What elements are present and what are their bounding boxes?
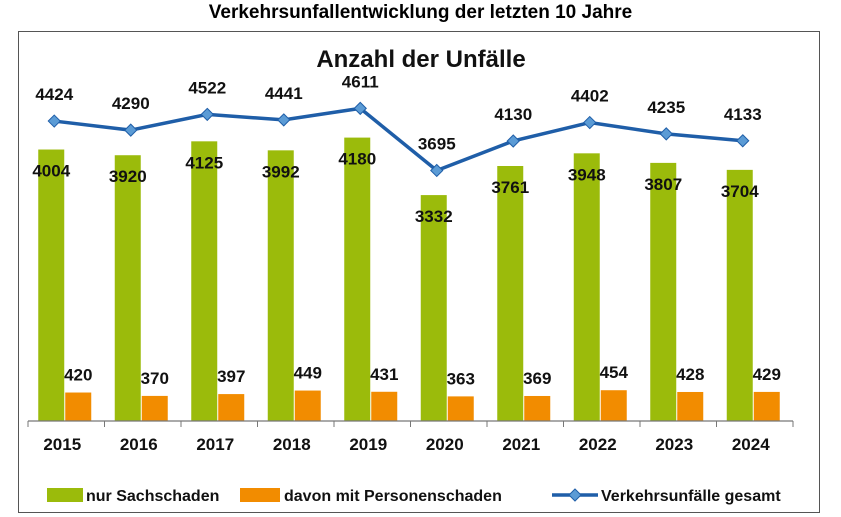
label-personenschaden-2016: 370 xyxy=(141,369,169,388)
marker-gesamt-2024 xyxy=(736,134,750,148)
marker-gesamt-2022 xyxy=(583,115,597,130)
label-gesamt-2017: 4522 xyxy=(188,78,226,97)
x-tick-label-2023: 2023 xyxy=(655,435,693,454)
label-gesamt-2024: 4133 xyxy=(724,105,762,124)
label-gesamt-2016: 4290 xyxy=(112,94,150,113)
bar-sachschaden-2022 xyxy=(573,153,600,421)
line-verkehrsunfaelle-gesamt xyxy=(54,106,743,173)
bar-personenschaden-2017 xyxy=(218,394,245,421)
legend-label-personenschaden: davon mit Personenschaden xyxy=(284,488,502,505)
label-gesamt-2020: 3695 xyxy=(418,134,456,153)
bar-sachschaden-2024 xyxy=(726,169,753,421)
bar-personenschaden-2016 xyxy=(141,395,168,421)
label-sachschaden-2016: 3920 xyxy=(109,167,147,186)
marker-gesamt-2017 xyxy=(200,107,214,122)
chart-title: Anzahl der Unfälle xyxy=(316,46,525,73)
label-sachschaden-2022: 3948 xyxy=(568,165,606,184)
marker-gesamt-2020 xyxy=(430,163,444,178)
x-tick-label-2020: 2020 xyxy=(426,435,464,454)
page-title: Verkehrsunfallentwicklung der letzten 10… xyxy=(208,2,633,23)
label-gesamt-2019: 4611 xyxy=(342,72,379,91)
label-personenschaden-2018: 449 xyxy=(294,364,322,383)
label-sachschaden-2021: 3761 xyxy=(491,178,529,197)
legend-label-gesamt: Verkehrsunfälle gesamt xyxy=(601,488,781,505)
x-tick-label-2015: 2015 xyxy=(43,435,81,454)
x-tick-label-2016: 2016 xyxy=(120,435,158,454)
label-sachschaden-2015: 4004 xyxy=(32,162,70,181)
legend-swatch-sachschaden xyxy=(47,488,83,502)
chart-frame xyxy=(18,31,820,513)
bar-sachschaden-2023 xyxy=(650,162,677,421)
label-personenschaden-2023: 428 xyxy=(676,365,704,384)
legend-swatch-personenschaden xyxy=(240,488,280,502)
bar-sachschaden-2019 xyxy=(344,137,371,421)
label-gesamt-2018: 4441 xyxy=(265,84,303,103)
bar-sachschaden-2015 xyxy=(38,149,65,421)
bar-personenschaden-2015 xyxy=(65,392,92,421)
label-gesamt-2022: 4402 xyxy=(571,87,609,106)
x-tick-label-2018: 2018 xyxy=(273,435,311,454)
legend-label-sachschaden: nur Sachschaden xyxy=(86,488,219,505)
label-gesamt-2021: 4130 xyxy=(494,105,532,124)
bar-personenschaden-2021 xyxy=(524,395,551,421)
marker-gesamt-2023 xyxy=(659,127,673,141)
legend-marker-gesamt xyxy=(568,488,582,502)
label-sachschaden-2017: 4125 xyxy=(185,153,223,172)
bar-personenschaden-2020 xyxy=(447,396,474,421)
x-tick-label-2019: 2019 xyxy=(349,435,387,454)
bar-personenschaden-2022 xyxy=(600,390,627,421)
label-gesamt-2023: 4235 xyxy=(647,98,685,117)
x-tick-label-2024: 2024 xyxy=(732,435,770,454)
x-tick-label-2021: 2021 xyxy=(502,435,540,454)
x-tick-label-2017: 2017 xyxy=(196,435,234,454)
bar-sachschaden-2016 xyxy=(114,155,141,421)
marker-gesamt-2019 xyxy=(353,101,367,116)
bar-personenschaden-2024 xyxy=(753,391,780,421)
bar-sachschaden-2021 xyxy=(497,166,524,421)
marker-gesamt-2018 xyxy=(277,113,291,127)
bar-sachschaden-2020 xyxy=(420,195,447,421)
label-personenschaden-2021: 369 xyxy=(523,369,551,388)
bar-personenschaden-2023 xyxy=(677,391,704,421)
label-sachschaden-2020: 3332 xyxy=(415,207,453,226)
label-sachschaden-2018: 3992 xyxy=(262,162,300,181)
label-sachschaden-2019: 4180 xyxy=(338,150,376,169)
x-tick-label-2022: 2022 xyxy=(579,435,617,454)
marker-gesamt-2021 xyxy=(506,134,520,148)
marker-gesamt-2016 xyxy=(124,123,138,137)
marker-gesamt-2015 xyxy=(47,114,61,128)
label-personenschaden-2020: 363 xyxy=(447,369,475,388)
label-personenschaden-2024: 429 xyxy=(753,365,781,384)
label-gesamt-2015: 4424 xyxy=(35,85,73,104)
label-personenschaden-2019: 431 xyxy=(370,365,398,384)
bar-personenschaden-2019 xyxy=(371,391,398,421)
bar-sachschaden-2018 xyxy=(267,150,294,421)
label-sachschaden-2024: 3704 xyxy=(721,182,759,201)
label-personenschaden-2022: 454 xyxy=(600,363,629,382)
bar-personenschaden-2018 xyxy=(294,390,321,421)
label-personenschaden-2015: 420 xyxy=(64,366,92,385)
label-sachschaden-2023: 3807 xyxy=(644,175,682,194)
bar-sachschaden-2017 xyxy=(191,141,218,421)
label-personenschaden-2017: 397 xyxy=(217,367,245,386)
